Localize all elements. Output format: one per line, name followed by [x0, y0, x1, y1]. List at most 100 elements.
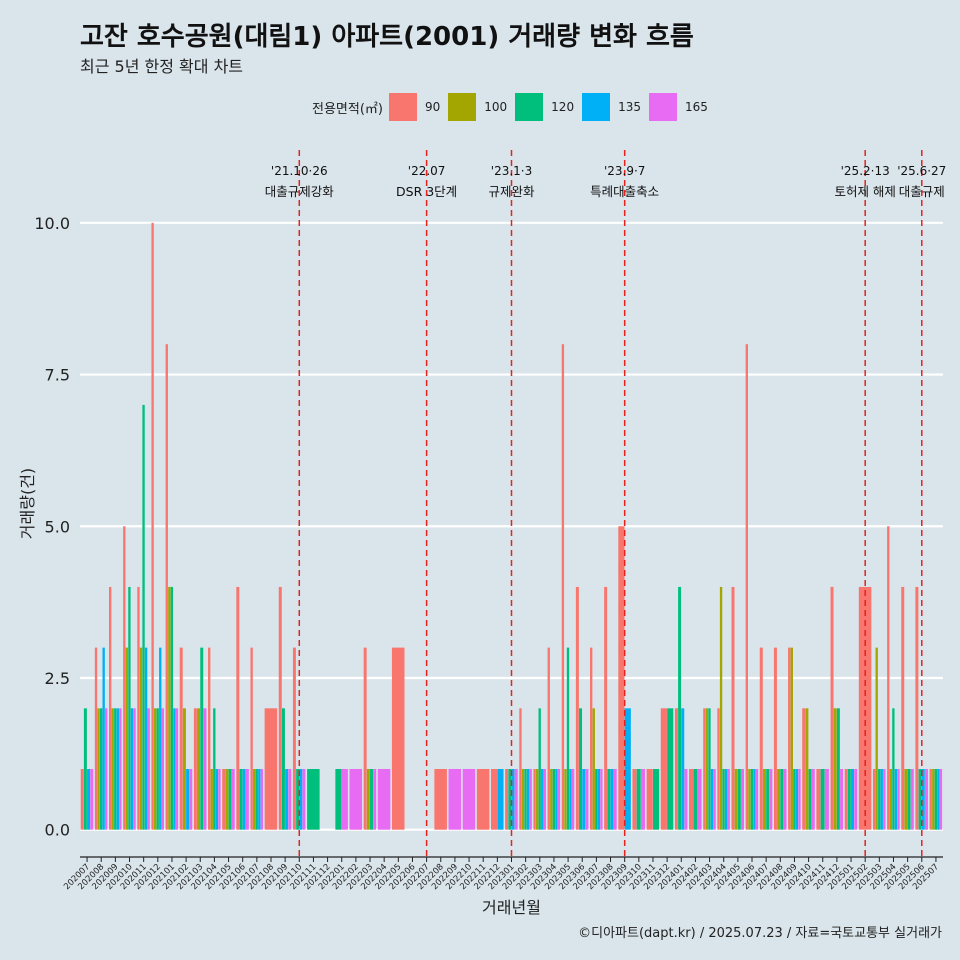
bar	[924, 769, 928, 830]
bar	[80, 769, 84, 830]
bar	[921, 769, 925, 830]
bar	[278, 586, 282, 830]
bar	[934, 769, 937, 830]
bar	[258, 769, 261, 830]
bar	[697, 769, 702, 830]
bar	[213, 708, 216, 830]
bar	[844, 769, 848, 830]
legend-label: 100	[484, 100, 508, 114]
bar	[288, 769, 292, 830]
bar	[299, 769, 303, 830]
bar	[189, 769, 193, 830]
annotation-label: 토허제 해제	[834, 184, 895, 199]
bar	[582, 769, 586, 830]
bar	[674, 708, 678, 830]
legend-item-165: 165	[648, 93, 708, 121]
y-tick-label: 2.5	[45, 669, 70, 688]
bar	[231, 769, 235, 830]
bar	[130, 708, 134, 830]
y-tick-label: 0.0	[45, 821, 70, 840]
bar	[592, 708, 595, 830]
bar	[880, 769, 883, 830]
bar	[607, 769, 611, 830]
bar	[543, 769, 546, 830]
bar	[335, 769, 342, 830]
bar	[94, 647, 98, 830]
bar	[597, 769, 601, 830]
bar	[462, 769, 476, 830]
bar	[932, 769, 935, 830]
bar	[858, 586, 872, 830]
bar	[210, 769, 213, 830]
annotation-date: '21.10·26	[271, 164, 328, 178]
bar	[168, 586, 171, 830]
bar	[159, 647, 162, 830]
bar	[366, 769, 370, 830]
bar	[618, 526, 625, 830]
bar	[116, 708, 119, 830]
bar	[713, 769, 716, 830]
legend-swatch	[582, 93, 611, 121]
bar	[218, 769, 221, 830]
bar	[780, 769, 784, 830]
bar	[595, 769, 598, 830]
bar	[161, 708, 164, 830]
legend-swatch	[388, 93, 417, 121]
legend-swatch	[648, 93, 677, 121]
bar	[292, 647, 296, 830]
bar	[678, 586, 682, 830]
bar	[497, 769, 504, 830]
bar	[790, 647, 793, 830]
bar	[788, 647, 791, 830]
bar	[722, 769, 725, 830]
bar	[514, 769, 518, 830]
bar	[840, 769, 844, 830]
y-tick-label: 5.0	[45, 517, 70, 536]
bar	[255, 769, 258, 830]
bar	[600, 769, 603, 830]
bar	[875, 647, 878, 830]
bar	[745, 344, 748, 830]
annotation-label: 대출규제강화	[265, 184, 335, 199]
bar	[904, 769, 908, 830]
bar	[242, 769, 246, 830]
bar	[937, 769, 940, 830]
bar	[529, 769, 532, 830]
bar	[97, 708, 100, 830]
legend-label: 165	[684, 100, 708, 114]
bar	[901, 586, 905, 830]
bar	[156, 708, 159, 830]
annotation-date: '25.6·27	[897, 164, 946, 178]
bar	[203, 708, 207, 830]
bar	[490, 769, 498, 830]
bar	[165, 344, 168, 830]
legend-swatch	[448, 93, 477, 121]
bar	[285, 769, 289, 830]
bar	[550, 769, 553, 830]
source-caption: ©디아파트(dapt.kr) / 2025.07.23 / 자료=국토교통부 실…	[578, 926, 942, 941]
bar	[897, 769, 900, 830]
bar	[144, 647, 148, 830]
bar	[341, 769, 348, 830]
bar	[215, 769, 219, 830]
bar	[894, 769, 898, 830]
bar	[133, 708, 136, 830]
bar	[128, 586, 131, 830]
legend-label: 120	[551, 100, 575, 114]
bar	[197, 708, 201, 830]
bar	[90, 769, 94, 830]
bar	[802, 708, 806, 830]
bar	[693, 769, 698, 830]
bar	[391, 647, 405, 830]
bar	[535, 769, 539, 830]
annotation-date: '23.1·3	[491, 164, 532, 178]
bar	[585, 769, 589, 830]
bar	[824, 769, 829, 830]
y-axis-title: 거래량(건)	[18, 468, 37, 539]
bar	[186, 769, 190, 830]
bar	[519, 708, 522, 830]
bar	[526, 769, 530, 830]
annotation-label: DSR 3단계	[396, 184, 457, 199]
bar	[636, 769, 641, 830]
